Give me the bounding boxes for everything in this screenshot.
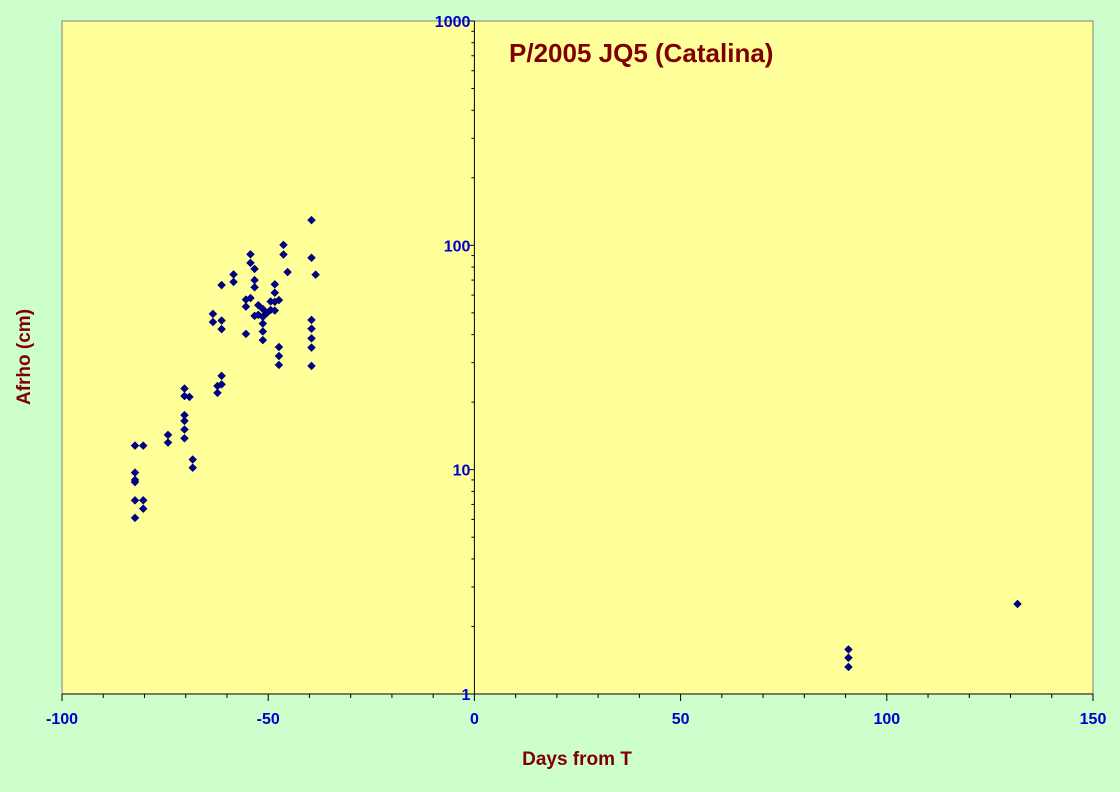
data-point — [130, 477, 140, 487]
data-point — [307, 215, 316, 225]
data-point — [258, 327, 268, 336]
data-point — [138, 441, 148, 450]
plot-area — [61, 20, 1094, 695]
data-point — [217, 280, 226, 290]
data-point — [274, 295, 284, 305]
data-point — [274, 342, 284, 352]
data-point — [307, 333, 316, 343]
data-point — [180, 433, 189, 443]
data-point — [241, 302, 251, 311]
data-point — [844, 662, 853, 672]
tick-labels: -100 -50 0 50 100 150 1 10 100 1000 — [46, 14, 1106, 728]
data-point — [844, 645, 853, 654]
data-point — [138, 495, 148, 505]
y-tick-label: 1000 — [435, 14, 471, 31]
x-tick-label: 150 — [1080, 711, 1107, 728]
data-point — [130, 441, 140, 450]
data-point — [217, 316, 226, 325]
data-point — [307, 253, 316, 263]
data-point — [307, 343, 316, 352]
data-point — [138, 504, 148, 514]
data-point — [279, 240, 288, 250]
x-tick-label: 0 — [470, 711, 479, 728]
data-point — [250, 282, 259, 292]
y-tick-label: 1 — [461, 687, 470, 704]
y-tick-label: 10 — [453, 463, 471, 480]
data-point — [250, 264, 259, 274]
data-point — [274, 360, 284, 370]
data-point — [258, 335, 268, 345]
data-point — [253, 300, 263, 310]
x-axis-title: Days from T — [522, 749, 632, 770]
data-point — [163, 438, 173, 447]
data-point — [844, 653, 853, 663]
x-tick-label: -50 — [257, 711, 280, 728]
chart-title: P/2005 JQ5 (Catalina) — [509, 38, 773, 68]
data-markers — [130, 215, 1022, 672]
data-point — [241, 329, 251, 339]
data-point — [246, 249, 255, 259]
data-point — [217, 380, 226, 389]
x-tick-label: 50 — [672, 711, 690, 728]
y-axis-title: Afrho (cm) — [14, 309, 35, 405]
axes — [62, 21, 1093, 695]
data-point — [246, 293, 255, 303]
data-point — [274, 351, 284, 361]
data-point — [180, 425, 189, 434]
data-point — [188, 463, 198, 473]
ticks — [61, 20, 1094, 701]
data-point — [307, 324, 316, 334]
data-point — [283, 267, 292, 277]
data-point — [213, 388, 222, 398]
data-point — [185, 392, 194, 402]
x-tick-label: 100 — [873, 711, 900, 728]
data-point — [229, 277, 238, 287]
data-point — [1013, 599, 1022, 609]
data-point — [307, 315, 316, 325]
data-point — [270, 288, 280, 298]
data-point — [311, 270, 320, 280]
data-point — [279, 250, 288, 259]
data-point — [270, 306, 280, 315]
data-point — [217, 324, 226, 334]
data-point — [208, 317, 218, 327]
data-point — [130, 495, 140, 505]
data-point — [246, 258, 255, 268]
data-point — [217, 371, 226, 381]
data-point — [180, 416, 189, 426]
data-point — [130, 513, 140, 523]
x-tick-label: -100 — [46, 711, 78, 728]
y-tick-label: 100 — [444, 238, 471, 255]
data-point — [307, 361, 316, 371]
